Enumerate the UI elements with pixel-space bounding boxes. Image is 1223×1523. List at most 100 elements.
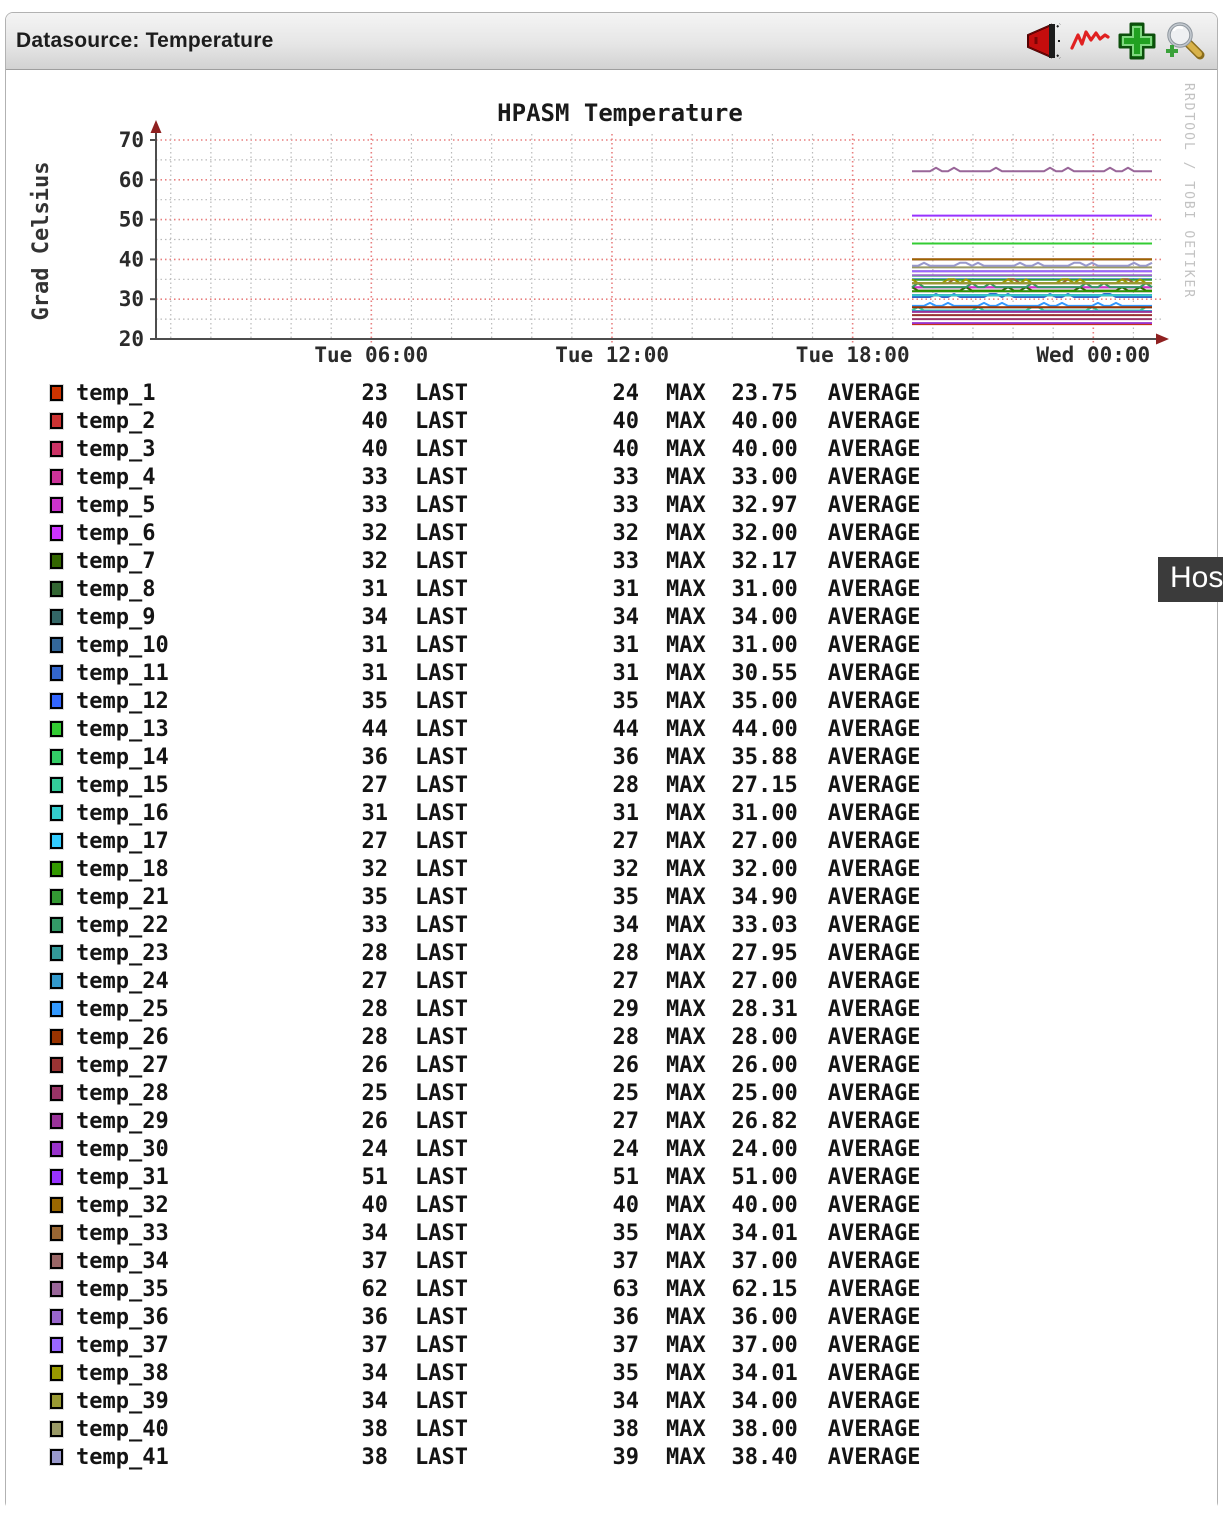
series-color-swatch	[49, 1308, 64, 1326]
series-max-value: 37	[612, 1248, 639, 1274]
max-label: MAX	[665, 436, 706, 462]
host-tooltip: Hos	[1158, 557, 1223, 602]
legend-row-temp_26: temp_26 28 LAST 28 MAX 28.00 AVERAGE	[49, 1023, 1217, 1051]
max-label: MAX	[665, 1108, 706, 1134]
max-label: MAX	[665, 408, 706, 434]
max-label: MAX	[665, 1248, 706, 1274]
average-label: AVERAGE	[827, 1108, 921, 1134]
legend-row-temp_5: temp_5 33 LAST 33 MAX 32.97 AVERAGE	[49, 491, 1217, 519]
series-average-value: 28.00	[731, 1024, 798, 1050]
series-color-swatch	[49, 860, 64, 878]
series-average-value: 34.01	[731, 1220, 798, 1246]
series-max-value: 28	[612, 940, 639, 966]
last-label: LAST	[415, 660, 468, 686]
average-label: AVERAGE	[827, 380, 921, 406]
max-label: MAX	[665, 464, 706, 490]
series-color-swatch	[49, 1084, 64, 1102]
series-last-value: 31	[361, 576, 389, 602]
series-name: temp_9	[76, 604, 156, 630]
average-label: AVERAGE	[827, 408, 921, 434]
series-color-swatch	[49, 524, 64, 542]
series-color-swatch	[49, 1056, 64, 1074]
series-name: temp_27	[76, 1052, 169, 1078]
series-color-swatch	[49, 888, 64, 906]
series-max-value: 24	[612, 1136, 639, 1162]
average-label: AVERAGE	[827, 1136, 921, 1162]
max-label: MAX	[665, 548, 706, 574]
average-label: AVERAGE	[827, 1388, 921, 1414]
legend-row-temp_9: temp_9 34 LAST 34 MAX 34.00 AVERAGE	[49, 603, 1217, 631]
add-plus-icon[interactable]	[1116, 20, 1158, 62]
average-label: AVERAGE	[827, 436, 921, 462]
legend-row-temp_14: temp_14 36 LAST 36 MAX 35.88 AVERAGE	[49, 743, 1217, 771]
series-name: temp_16	[76, 800, 169, 826]
series-average-value: 62.15	[731, 1276, 798, 1302]
series-average-value: 38.00	[731, 1416, 798, 1442]
series-last-value: 37	[361, 1332, 389, 1358]
series-color-swatch	[49, 1420, 64, 1438]
rrdtool-graph[interactable]: 20 30 40 50 60 70 Tue 06:00 Tue 12:00 Tue 18:00 W…	[6, 84, 1216, 379]
series-name: temp_21	[76, 884, 169, 910]
average-label: AVERAGE	[827, 1444, 921, 1470]
series-average-value: 35.00	[731, 688, 798, 714]
legend-row-temp_16: temp_16 31 LAST 31 MAX 31.00 AVERAGE	[49, 799, 1217, 827]
series-average-value: 32.97	[731, 492, 798, 518]
legend-row-temp_39: temp_39 34 LAST 34 MAX 34.00 AVERAGE	[49, 1387, 1217, 1415]
series-average-value: 26.00	[731, 1052, 798, 1078]
series-average-value: 40.00	[731, 408, 798, 434]
average-label: AVERAGE	[827, 1332, 921, 1358]
max-label: MAX	[665, 1388, 706, 1414]
series-max-value: 35	[612, 688, 639, 714]
series-average-value: 26.82	[731, 1108, 798, 1134]
series-last-value: 31	[361, 660, 389, 686]
last-label: LAST	[415, 800, 468, 826]
legend-row-temp_23: temp_23 28 LAST 28 MAX 27.95 AVERAGE	[49, 939, 1217, 967]
series-max-value: 32	[612, 520, 639, 546]
series-name: temp_40	[76, 1416, 169, 1442]
header-icons	[1022, 20, 1205, 62]
series-last-value: 28	[361, 1024, 389, 1050]
graph-legend: temp_1 23 LAST 24 MAX 23.75 AVERAGE temp_2 40 LAS…	[6, 379, 1217, 1471]
last-label: LAST	[415, 380, 468, 406]
last-label: LAST	[415, 772, 468, 798]
last-label: LAST	[415, 1416, 468, 1442]
series-color-swatch	[49, 412, 64, 430]
max-label: MAX	[665, 632, 706, 658]
series-average-value: 27.00	[731, 968, 798, 994]
max-label: MAX	[665, 492, 706, 518]
max-label: MAX	[665, 1024, 706, 1050]
series-average-value: 24.00	[731, 1136, 798, 1162]
average-label: AVERAGE	[827, 1052, 921, 1078]
series-name: temp_4	[76, 464, 156, 490]
series-last-value: 28	[361, 940, 389, 966]
legend-row-temp_18: temp_18 32 LAST 32 MAX 32.00 AVERAGE	[49, 855, 1217, 883]
last-label: LAST	[415, 1444, 468, 1470]
average-label: AVERAGE	[827, 1416, 921, 1442]
series-color-swatch	[49, 692, 64, 710]
max-label: MAX	[665, 940, 706, 966]
series-last-value: 33	[361, 912, 389, 938]
zoom-magnifier-icon[interactable]	[1163, 20, 1205, 62]
series-name: temp_12	[76, 688, 169, 714]
datasource-widget: Datasource: Temperature	[5, 12, 1218, 1523]
max-label: MAX	[665, 1444, 706, 1470]
average-label: AVERAGE	[827, 1360, 921, 1386]
series-name: temp_28	[76, 1080, 169, 1106]
series-average-value: 31.00	[731, 632, 798, 658]
series-name: temp_37	[76, 1332, 169, 1358]
series-name: temp_31	[76, 1164, 169, 1190]
series-color-swatch	[49, 776, 64, 794]
legend-row-temp_35: temp_35 62 LAST 63 MAX 62.15 AVERAGE	[49, 1275, 1217, 1303]
series-max-value: 40	[612, 1192, 639, 1218]
graph-line-icon[interactable]	[1069, 20, 1111, 62]
average-label: AVERAGE	[827, 744, 921, 770]
last-label: LAST	[415, 688, 468, 714]
last-label: LAST	[415, 632, 468, 658]
last-label: LAST	[415, 912, 468, 938]
last-label: LAST	[415, 884, 468, 910]
announce-megaphone-icon[interactable]	[1022, 20, 1064, 62]
series-name: temp_35	[76, 1276, 169, 1302]
average-label: AVERAGE	[827, 884, 921, 910]
legend-row-temp_28: temp_28 25 LAST 25 MAX 25.00 AVERAGE	[49, 1079, 1217, 1107]
series-name: temp_11	[76, 660, 169, 686]
